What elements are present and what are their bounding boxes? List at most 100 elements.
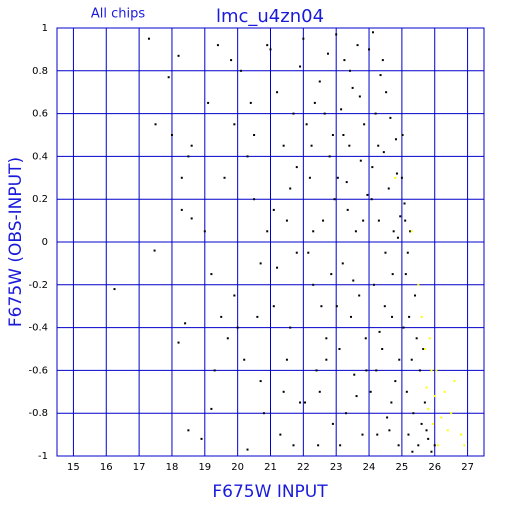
point <box>354 230 357 233</box>
y-tick-label: -1 <box>38 451 48 462</box>
point <box>345 412 348 415</box>
point <box>315 369 318 372</box>
point <box>272 305 275 308</box>
point <box>243 358 246 361</box>
point <box>355 395 358 398</box>
grid <box>57 27 484 457</box>
y-tick-label: -0.2 <box>28 280 48 291</box>
point <box>249 101 252 104</box>
point <box>406 251 409 254</box>
point <box>190 144 193 147</box>
y-tick-label: 0 <box>42 237 48 248</box>
point <box>233 123 236 126</box>
point <box>318 80 321 83</box>
point <box>394 176 397 179</box>
point <box>351 86 354 89</box>
point <box>299 65 302 68</box>
x-tick-label: 15 <box>67 462 80 473</box>
point <box>308 176 311 179</box>
point <box>330 273 333 276</box>
point <box>363 123 366 126</box>
point <box>153 249 156 252</box>
point <box>335 305 338 308</box>
point <box>423 348 426 350</box>
point <box>440 416 443 419</box>
x-tick-label: 23 <box>330 462 343 473</box>
point <box>371 31 374 34</box>
point <box>259 262 262 265</box>
x-tick-label: 17 <box>133 462 146 473</box>
x-tick-label: 19 <box>198 462 211 473</box>
point <box>427 407 430 410</box>
point <box>285 219 288 222</box>
point <box>391 273 394 276</box>
point <box>404 273 407 276</box>
point <box>437 444 440 447</box>
point <box>323 112 326 115</box>
point <box>203 230 206 233</box>
point <box>303 401 306 404</box>
x-tick-label: 20 <box>231 462 244 473</box>
point <box>345 181 348 184</box>
point <box>391 315 394 318</box>
point <box>236 326 239 329</box>
point <box>362 219 365 222</box>
point <box>418 369 421 372</box>
x-tick-label: 18 <box>166 462 179 473</box>
point <box>180 208 183 211</box>
point <box>399 215 402 218</box>
point <box>292 444 295 447</box>
point <box>180 176 183 179</box>
point <box>307 251 310 254</box>
point <box>401 134 404 136</box>
point <box>170 134 173 136</box>
point <box>381 59 384 62</box>
point <box>389 116 392 119</box>
point <box>313 101 316 104</box>
point <box>394 380 397 383</box>
point <box>398 358 401 361</box>
x-tick-label: 26 <box>428 462 441 473</box>
point <box>282 144 285 147</box>
point <box>364 337 367 340</box>
point <box>366 193 369 196</box>
point <box>432 422 435 425</box>
point <box>392 230 395 233</box>
point <box>377 219 380 222</box>
point <box>276 91 279 94</box>
point <box>216 44 219 47</box>
point <box>333 198 336 201</box>
point <box>328 155 331 158</box>
point <box>342 134 345 136</box>
point <box>379 74 382 77</box>
point <box>397 444 400 447</box>
point <box>443 390 446 393</box>
point <box>369 390 372 393</box>
point <box>377 144 380 147</box>
point <box>266 230 269 233</box>
point <box>404 219 407 222</box>
point <box>375 369 378 372</box>
point <box>435 369 438 372</box>
point <box>420 315 423 318</box>
point <box>346 208 349 211</box>
point <box>378 330 381 333</box>
point <box>317 444 320 447</box>
point <box>335 33 338 36</box>
y-tick-label: -0.4 <box>28 323 48 334</box>
point <box>167 76 170 79</box>
point <box>305 123 308 126</box>
point <box>417 444 420 447</box>
y-axis-label: F675W (OBS-INPUT) <box>6 157 26 327</box>
point <box>253 198 256 201</box>
point <box>266 44 269 47</box>
point <box>282 390 285 393</box>
point <box>276 266 279 269</box>
point <box>359 159 362 162</box>
point <box>312 283 315 286</box>
points <box>113 31 466 453</box>
point <box>336 176 339 179</box>
point <box>210 407 213 410</box>
point <box>408 315 411 318</box>
point <box>453 380 456 383</box>
